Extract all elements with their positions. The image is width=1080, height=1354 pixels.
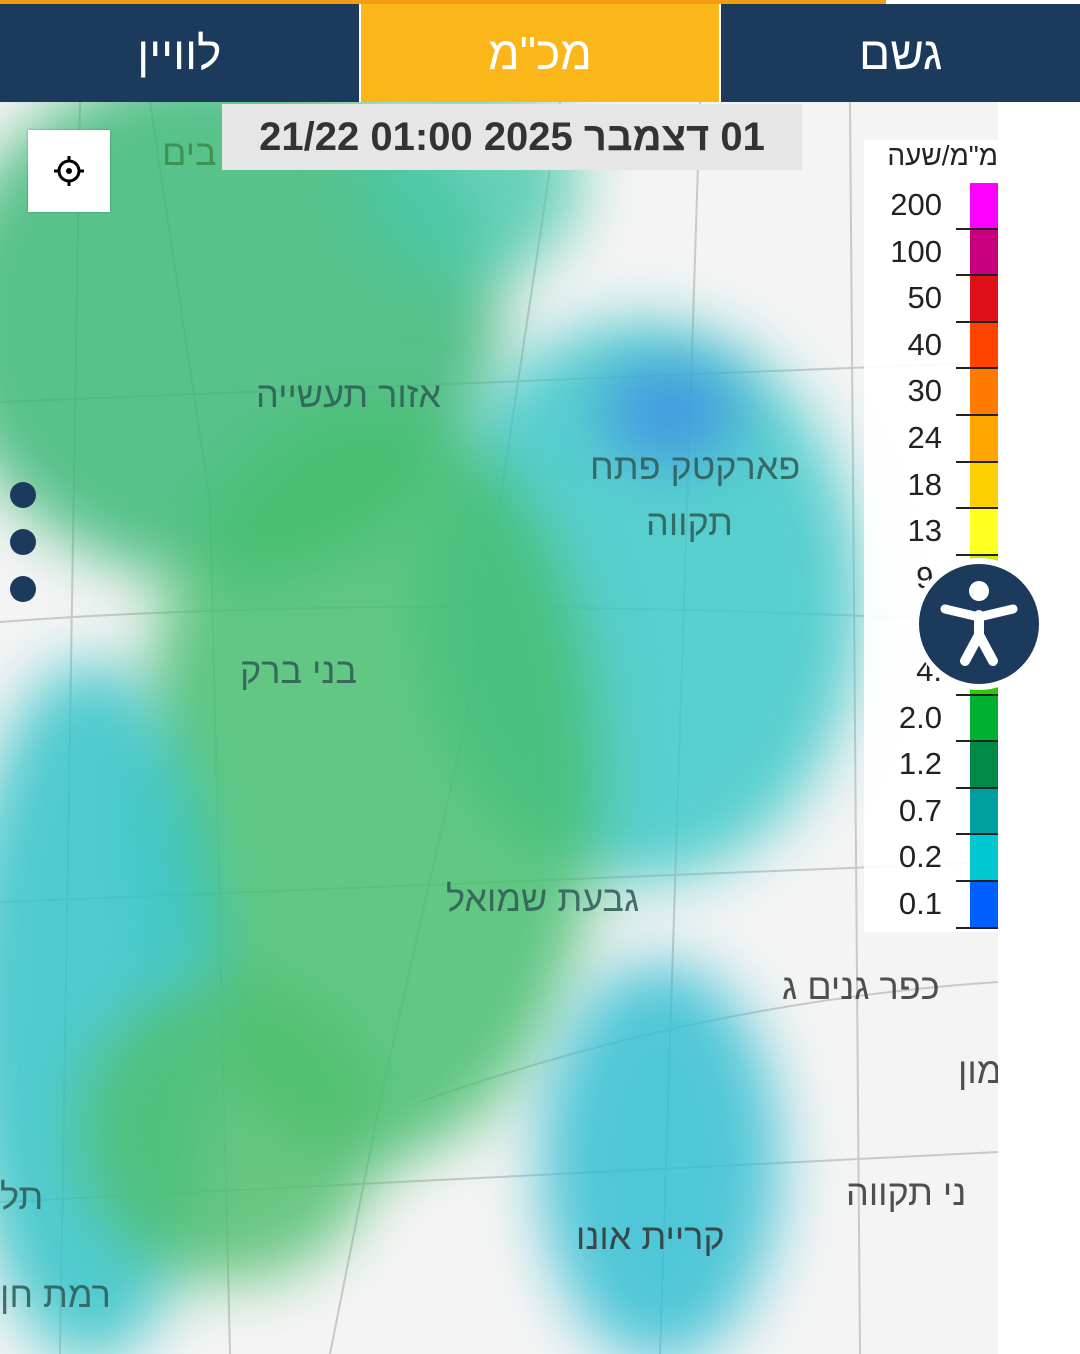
- legend-item: 200: [864, 183, 998, 230]
- legend-tick: [956, 413, 998, 416]
- legend-item: 0.2: [864, 835, 998, 882]
- legend-tick: [956, 507, 998, 510]
- legend-label: 24: [907, 420, 942, 455]
- legend-swatch: [970, 276, 998, 323]
- legend-tick: [956, 833, 998, 836]
- legend-tick: [956, 367, 998, 370]
- rain-rate-legend: מ"מ/שעה 2001005040302418139.64.2.01.20.7…: [864, 140, 998, 932]
- legend-item: 0.1: [864, 882, 998, 929]
- legend-tick: [956, 740, 998, 743]
- place-label: כפר גנים ג: [782, 966, 940, 1007]
- place-label: מון: [958, 1050, 998, 1091]
- legend-item: 50: [864, 276, 998, 323]
- legend-item: 18: [864, 462, 998, 510]
- legend-swatch: [970, 509, 998, 556]
- legend-item: 13: [864, 509, 998, 556]
- legend-swatch: [970, 742, 998, 789]
- legend-label: 0.1: [898, 886, 942, 921]
- legend-tick: [956, 227, 998, 230]
- legend-label: 100: [890, 233, 942, 269]
- place-label: פארקטק פתח: [590, 446, 801, 487]
- legend-swatch: [970, 788, 998, 836]
- legend-label: 50: [907, 280, 942, 316]
- legend-swatch: [970, 183, 998, 230]
- legend-label: 18: [907, 466, 942, 502]
- place-label: אזור תעשייה: [256, 374, 442, 415]
- place-label: בים: [162, 132, 217, 173]
- more-vertical-icon[interactable]: [10, 482, 36, 623]
- legend-swatch: [970, 695, 998, 743]
- place-label: תקווה: [646, 502, 733, 543]
- radar-echo: [600, 362, 740, 462]
- place-label: תל: [0, 1176, 44, 1217]
- legend-swatch: [970, 462, 998, 510]
- legend-tick: [956, 320, 998, 323]
- legend-swatch: [970, 322, 998, 370]
- tab-radar[interactable]: מכ"מ: [360, 4, 722, 102]
- legend-label: 0.2: [898, 839, 942, 875]
- legend-label: 200: [890, 187, 942, 222]
- legend-item: 40: [864, 322, 998, 370]
- legend-swatch: [970, 229, 998, 277]
- legend-tick: [956, 879, 998, 882]
- legend-tick: [956, 274, 998, 277]
- legend-swatch: [970, 369, 998, 416]
- radar-echo: [540, 962, 780, 1354]
- layer-tabs: לוויין מכ"מ גשם: [0, 4, 1080, 102]
- legend-label: 40: [907, 326, 942, 362]
- crosshair-icon: [54, 156, 84, 186]
- radar-timestamp: 01 דצמבר 2025 01:00 21/22: [222, 104, 802, 170]
- legend-label: 13: [907, 513, 942, 549]
- legend-item: 1.2: [864, 742, 998, 789]
- tab-satellite[interactable]: לוויין: [0, 4, 361, 102]
- legend-tick: [956, 786, 998, 789]
- place-label: קריית אונו: [576, 1216, 725, 1257]
- legend-tick: [956, 693, 998, 696]
- legend-item: 30: [864, 369, 998, 416]
- timeline-track: [885, 0, 1080, 4]
- accessibility-button[interactable]: [913, 558, 1045, 690]
- legend-item: 0.7: [864, 788, 998, 836]
- timeline-progress: [0, 0, 886, 4]
- legend-label: 1.2: [898, 746, 942, 782]
- place-label: רמת חן: [0, 1274, 111, 1315]
- place-label: גבעת שמואל: [446, 878, 640, 919]
- legend-tick: [956, 553, 998, 556]
- legend-swatch: [970, 416, 998, 463]
- locate-button[interactable]: [28, 130, 110, 212]
- radar-echo: [80, 982, 380, 1282]
- legend-tick: [956, 460, 998, 463]
- legend-item: 24: [864, 416, 998, 463]
- legend-swatch: [970, 882, 998, 929]
- accessibility-icon: [940, 581, 1018, 666]
- radar-map[interactable]: בים אזור תעשייה פארקטק פתח תקווה בני ברק…: [0, 102, 998, 1354]
- legend-tick: [956, 926, 998, 929]
- place-label: ני תקווה: [846, 1172, 967, 1213]
- legend-swatch: [970, 835, 998, 882]
- legend-item: 2.0: [864, 695, 998, 743]
- tab-rain[interactable]: גשם: [859, 27, 943, 79]
- legend-label: 30: [907, 373, 942, 409]
- legend-label: 0.7: [898, 792, 942, 828]
- place-label: בני ברק: [240, 650, 357, 691]
- legend-item: 100: [864, 229, 998, 277]
- legend-unit: מ"מ/שעה: [887, 140, 998, 171]
- legend-label: 2.0: [898, 699, 942, 735]
